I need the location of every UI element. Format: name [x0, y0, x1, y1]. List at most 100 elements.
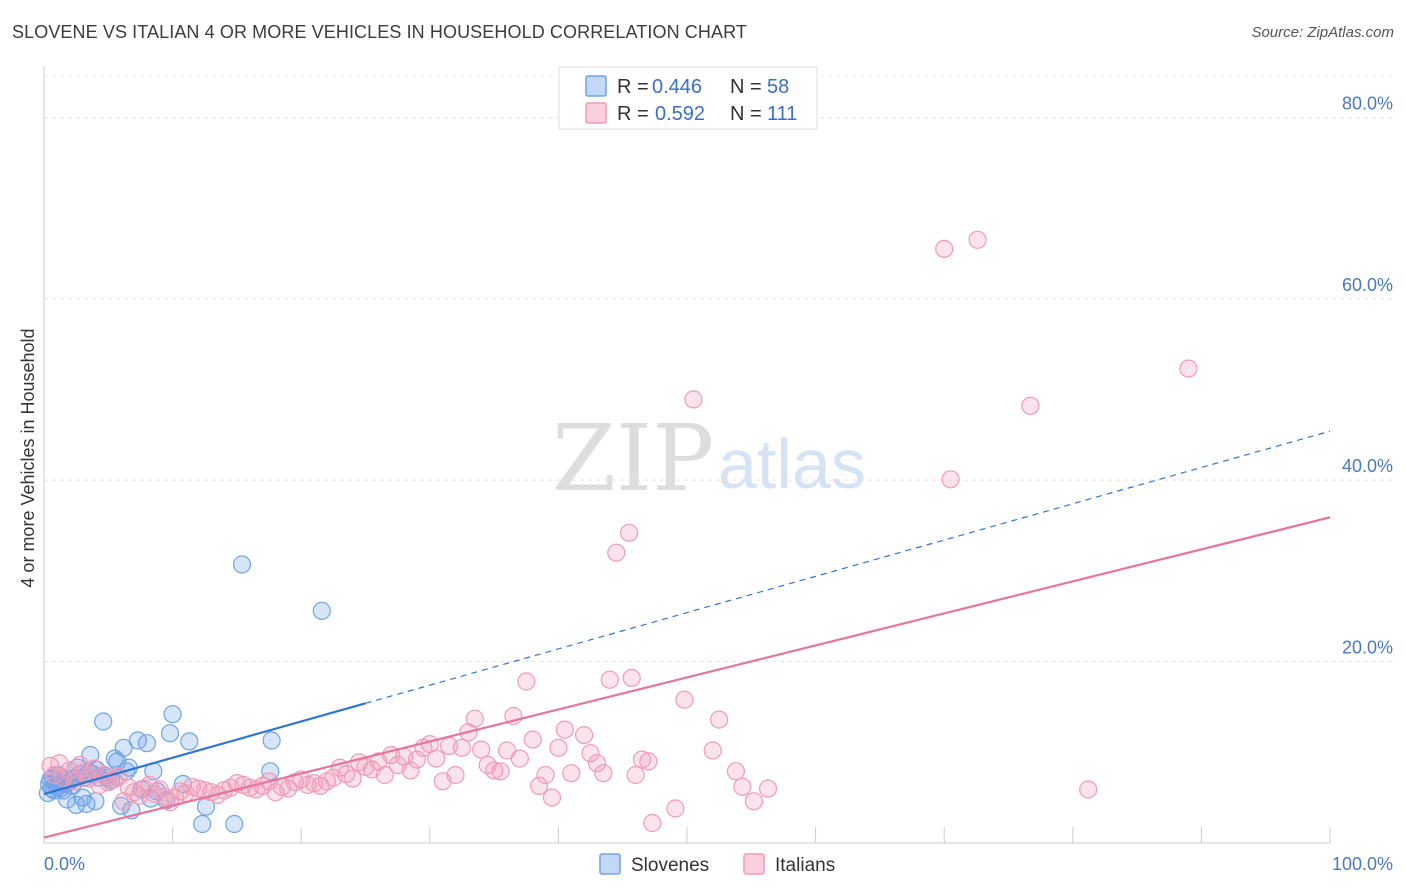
- point-italians: [472, 740, 491, 759]
- trend-line-italians: [43, 516, 1331, 839]
- legend-box: R = 0.446 N = 58 R = 0.592 N = 111: [558, 66, 818, 130]
- y-tick-label: 80.0%: [1342, 93, 1393, 113]
- point-italians: [140, 775, 159, 795]
- point-italians: [311, 776, 330, 796]
- point-italians: [619, 523, 639, 542]
- point-slovenes: [94, 712, 113, 731]
- point-italians: [758, 779, 778, 798]
- legend-swatch-slovenes: [585, 75, 607, 97]
- point-slovenes: [225, 814, 244, 834]
- x-tick-label-max: 100.0%: [1332, 854, 1393, 874]
- point-italians: [675, 690, 694, 709]
- bottom-legend-label-slovenes: Slovenes: [631, 855, 709, 876]
- legend-r-slovenes: 0.446: [652, 76, 702, 98]
- point-italians: [375, 765, 394, 785]
- point-italians: [536, 765, 555, 785]
- y-tick-label: 60.0%: [1342, 275, 1393, 295]
- point-italians: [485, 761, 504, 780]
- trend-extension-slovenes: [365, 430, 1331, 704]
- legend-r-label: R =: [617, 76, 649, 98]
- point-slovenes: [180, 732, 199, 751]
- point-slovenes: [312, 601, 331, 620]
- point-italians: [401, 761, 420, 780]
- point-slovenes: [193, 814, 212, 834]
- point-italians: [523, 730, 542, 749]
- point-italians: [491, 762, 510, 781]
- point-slovenes: [160, 724, 180, 743]
- point-italians: [452, 738, 471, 757]
- point-italians: [935, 239, 954, 258]
- point-italians: [549, 738, 568, 757]
- y-tick-label: 40.0%: [1342, 456, 1393, 476]
- point-italians: [626, 765, 645, 785]
- watermark-zip: ZIP: [552, 405, 714, 512]
- point-italians: [60, 761, 79, 780]
- point-italians: [562, 764, 581, 783]
- point-italians: [733, 777, 752, 796]
- point-italians: [517, 672, 536, 691]
- trend-line-slovenes: [43, 702, 366, 796]
- point-italians: [510, 749, 529, 768]
- watermark: ZIP atlas: [552, 405, 866, 512]
- point-italians: [968, 230, 987, 249]
- point-italians: [407, 750, 426, 769]
- legend-n-slovenes: 58: [767, 76, 789, 98]
- point-slovenes: [67, 795, 86, 815]
- point-italians: [607, 543, 626, 562]
- point-italians: [529, 776, 549, 796]
- point-italians: [279, 779, 298, 798]
- point-italians: [639, 752, 658, 771]
- trend-lines: [43, 430, 1331, 839]
- point-italians: [427, 749, 446, 768]
- point-italians: [632, 750, 652, 769]
- legend-swatch-italians: [585, 102, 607, 124]
- legend-n-italians: 111: [767, 103, 797, 125]
- point-italians: [298, 775, 317, 795]
- point-slovenes: [86, 792, 105, 811]
- point-italians: [85, 759, 104, 778]
- point-italians: [555, 720, 574, 739]
- point-italians: [1179, 359, 1198, 378]
- bottom-legend: Slovenes Italians: [599, 853, 835, 876]
- point-italians: [666, 799, 685, 818]
- x-tick-label-min: 0.0%: [44, 854, 85, 874]
- point-slovenes: [232, 555, 252, 574]
- point-italians: [744, 792, 764, 811]
- point-italians: [684, 390, 703, 409]
- point-italians: [1021, 396, 1040, 415]
- point-italians: [941, 470, 960, 489]
- point-italians: [542, 788, 562, 807]
- point-slovenes: [262, 731, 281, 750]
- bottom-legend-swatch-slovenes: [599, 853, 621, 875]
- point-italians: [581, 744, 600, 763]
- point-italians: [54, 768, 73, 787]
- point-italians: [622, 668, 641, 688]
- y-tick-label: 20.0%: [1342, 638, 1393, 658]
- point-italians: [465, 709, 484, 728]
- point-slovenes: [163, 705, 182, 724]
- legend-r-italians: 0.592: [655, 103, 705, 125]
- point-italians: [50, 754, 69, 773]
- point-slovenes: [57, 790, 77, 809]
- point-italians: [594, 764, 613, 783]
- point-italians: [709, 710, 729, 729]
- legend-r-label: R =: [617, 103, 649, 125]
- point-italians: [1079, 780, 1098, 799]
- point-italians: [574, 725, 594, 745]
- chart-source: Source: ZipAtlas.com: [1251, 24, 1394, 41]
- axes: 20.0% 40.0% 60.0% 80.0% 0.0% 100.0%: [43, 66, 1393, 874]
- point-italians: [726, 762, 746, 781]
- point-slovenes: [137, 734, 156, 753]
- point-italians: [497, 741, 517, 760]
- chart-title: SLOVENE VS ITALIAN 4 OR MORE VEHICLES IN…: [12, 22, 747, 42]
- bottom-legend-swatch-italians: [743, 853, 765, 875]
- legend-n-label: N =: [730, 76, 762, 98]
- point-italians: [587, 754, 607, 773]
- bottom-legend-label-italians: Italians: [775, 855, 835, 876]
- watermark-atlas: atlas: [718, 425, 866, 503]
- point-italians: [703, 741, 722, 760]
- legend-n-label: N =: [730, 103, 762, 125]
- data-points: [38, 230, 1198, 834]
- y-axis-title: 4 or more Vehicles in Household: [18, 328, 38, 587]
